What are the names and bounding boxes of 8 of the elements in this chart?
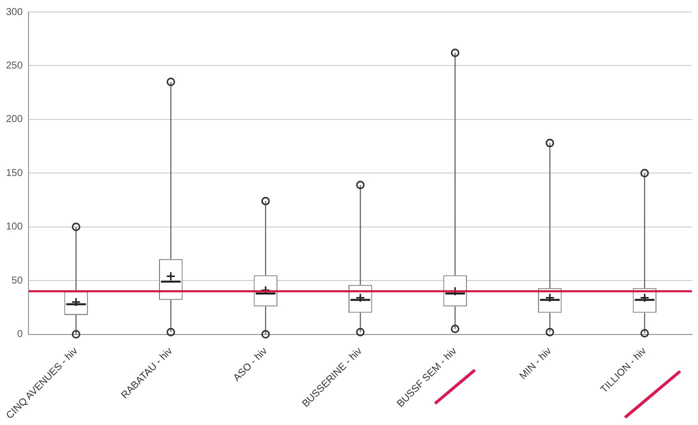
y-tick-label: 200 [6,114,24,126]
y-tick-label: 150 [6,168,24,179]
y-tick-label: 0 [17,329,24,340]
y-tick-label: 50 [12,275,24,286]
y-tick-label: 300 [6,6,24,18]
y-tick-label: 100 [6,222,24,233]
x-tick-label: MIN - hiv [518,346,554,382]
y-tick-label: 250 [6,60,24,72]
